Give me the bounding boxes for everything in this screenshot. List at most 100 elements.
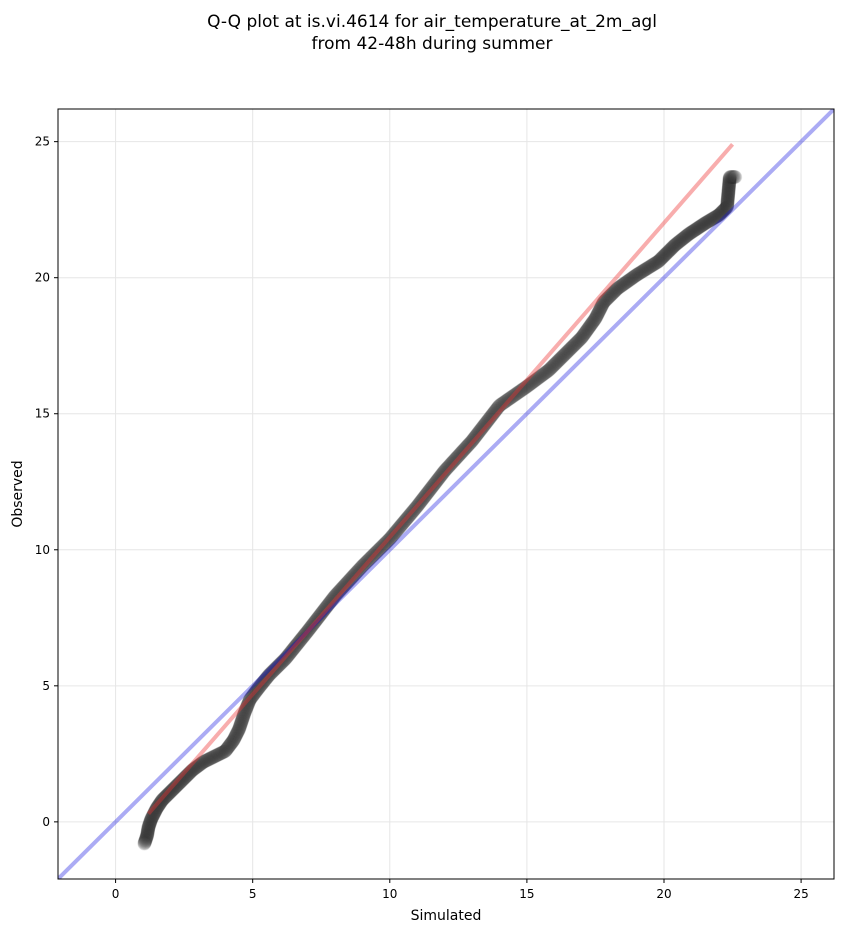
quantile-point xyxy=(211,747,226,762)
quantile-point xyxy=(722,170,737,185)
quantile-point xyxy=(155,792,170,807)
quantile-point xyxy=(253,678,268,693)
quantile-point xyxy=(314,606,329,621)
quantile-point xyxy=(720,189,735,204)
quantile-point xyxy=(268,662,283,677)
quantile-point xyxy=(444,456,459,471)
quantile-point xyxy=(722,174,737,189)
quantile-point xyxy=(365,548,380,563)
quantile-point xyxy=(236,709,251,724)
quantile-point xyxy=(680,227,695,242)
quantile-point xyxy=(592,302,607,317)
quantile-point xyxy=(653,252,668,267)
quantile-point xyxy=(138,832,153,847)
y-tick-label: 20 xyxy=(35,271,50,285)
quantile-point xyxy=(242,692,257,707)
quantile-point xyxy=(722,174,737,189)
quantile-point xyxy=(566,339,581,354)
quantile-point xyxy=(227,731,242,746)
quantile-point xyxy=(274,655,289,670)
quantile-point xyxy=(147,804,162,819)
quantile-point xyxy=(152,796,167,811)
quantile-point xyxy=(147,806,162,821)
quantile-point xyxy=(193,757,208,772)
quantile-point xyxy=(617,276,632,291)
quantile-point xyxy=(702,213,717,228)
quantile-point xyxy=(184,763,199,778)
quantile-point xyxy=(543,361,558,376)
quantile-point xyxy=(496,395,511,410)
quantile-point xyxy=(405,504,420,519)
quantile-point xyxy=(548,357,563,372)
quantile-point xyxy=(555,350,570,365)
quantile-point xyxy=(611,280,626,295)
quantile-point xyxy=(583,318,598,333)
quantile-point xyxy=(376,537,391,552)
quantile-point xyxy=(166,781,181,796)
quantile-point xyxy=(693,219,708,234)
quantile-point xyxy=(252,679,267,694)
quantile-point xyxy=(613,279,628,294)
quantile-point xyxy=(252,679,267,694)
quantile-point xyxy=(273,657,288,672)
quantile-point xyxy=(234,714,249,729)
quantile-point xyxy=(706,211,721,226)
quantile-point xyxy=(279,650,294,665)
quantile-point xyxy=(650,255,665,270)
quantile-point xyxy=(237,707,252,722)
quantile-point xyxy=(420,485,435,500)
quantile-point xyxy=(342,572,357,587)
quantile-point xyxy=(235,711,250,726)
quantile-point xyxy=(596,296,611,311)
quantile-point xyxy=(453,446,468,461)
quantile-point xyxy=(247,686,262,701)
quantile-point xyxy=(316,604,331,619)
quantile-point xyxy=(522,377,537,392)
quantile-point xyxy=(684,225,699,240)
quantile-point xyxy=(714,205,729,220)
quantile-point xyxy=(186,762,201,777)
quantile-point xyxy=(243,691,258,706)
quantile-point xyxy=(340,575,355,590)
quantile-point xyxy=(554,350,569,365)
quantile-point xyxy=(392,520,407,535)
quantile-point xyxy=(549,355,564,370)
quantile-point xyxy=(300,624,315,639)
quantile-point xyxy=(294,632,309,647)
quantile-point xyxy=(694,218,709,233)
quantile-point xyxy=(720,194,735,209)
quantile-point xyxy=(357,556,372,571)
quantile-point xyxy=(609,282,624,297)
quantile-point xyxy=(293,633,308,648)
quantile-point xyxy=(270,659,285,674)
quantile-point xyxy=(494,397,509,412)
quantile-point xyxy=(190,759,205,774)
quantile-point xyxy=(299,625,314,640)
quantile-point xyxy=(143,815,158,830)
quantile-point xyxy=(228,728,243,743)
quantile-point xyxy=(239,701,254,716)
quantile-point xyxy=(211,747,226,762)
quantile-point xyxy=(407,502,422,517)
quantile-point xyxy=(311,609,326,624)
quantile-point xyxy=(592,304,607,319)
quantile-point xyxy=(513,383,528,398)
quantile-point xyxy=(619,274,634,289)
quantile-point xyxy=(676,230,691,245)
quantile-point xyxy=(261,668,276,683)
quantile-point xyxy=(411,496,426,511)
quantile-point xyxy=(539,364,554,379)
quantile-point xyxy=(588,311,603,326)
quantile-point xyxy=(161,786,176,801)
quantile-point xyxy=(567,338,582,353)
quantile-point xyxy=(313,607,328,622)
quantile-point xyxy=(672,234,687,249)
quantile-point xyxy=(441,460,456,475)
quantile-point xyxy=(531,370,546,385)
quantile-point xyxy=(720,196,735,211)
quantile-point xyxy=(704,212,719,227)
quantile-point xyxy=(455,444,470,459)
quantile-point xyxy=(140,824,155,839)
quantile-point xyxy=(489,402,504,417)
quantile-point xyxy=(708,209,723,224)
